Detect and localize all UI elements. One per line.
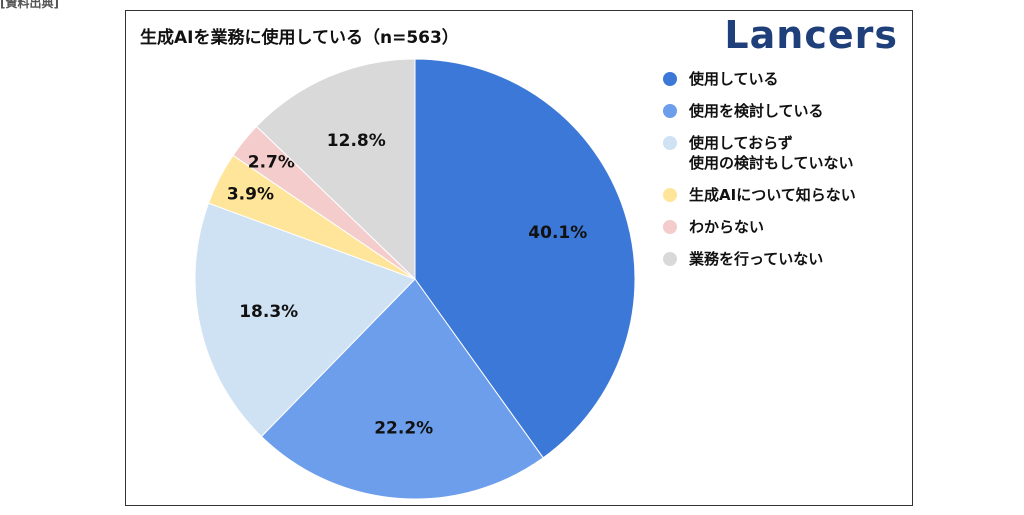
legend-swatch xyxy=(663,72,677,86)
legend-item-3: 生成AIについて知らない xyxy=(663,185,856,205)
legend-item-2: 使用しておらず 使用の検討もしていない xyxy=(663,133,856,173)
pie-chart: 40.1% 22.2% 18.3% 3.9% 2.7% 12.8% xyxy=(194,58,636,500)
slice-label-4: 2.7% xyxy=(248,152,295,172)
legend-item-0: 使用している xyxy=(663,69,856,89)
slice-label-5: 12.8% xyxy=(327,131,386,151)
slice-label-0: 40.1% xyxy=(528,223,587,243)
legend-swatch xyxy=(663,104,677,118)
legend-item-1: 使用を検討している xyxy=(663,101,856,121)
legend-swatch xyxy=(663,220,677,234)
corner-text: [資料出典] xyxy=(0,0,59,10)
slice-label-3: 3.9% xyxy=(227,184,274,204)
slice-label-1: 22.2% xyxy=(374,419,433,439)
pie-slice-2 xyxy=(194,202,416,438)
pie-slice-0 xyxy=(414,58,636,459)
chart-title: 生成AIを業務に使用している（n=563） xyxy=(140,28,459,48)
pie-slice-1 xyxy=(260,278,544,500)
legend-label: 使用しておらず 使用の検討もしていない xyxy=(689,134,854,172)
legend-item-4: わからない xyxy=(663,217,856,237)
legend-label: 生成AIについて知らない xyxy=(689,186,856,204)
brand-logo: Lancers xyxy=(724,13,898,57)
legend-label: 使用している xyxy=(689,70,779,88)
legend-swatch xyxy=(663,188,677,202)
legend-label: わからない xyxy=(689,218,765,236)
legend-swatch xyxy=(663,136,677,150)
slice-label-2: 18.3% xyxy=(239,302,298,322)
legend-item-5: 業務を行っていない xyxy=(663,249,856,269)
legend-label: 使用を検討している xyxy=(689,102,824,120)
legend-label: 業務を行っていない xyxy=(689,250,824,268)
legend-swatch xyxy=(663,252,677,266)
legend: 使用している使用を検討している使用しておらず 使用の検討もしていない生成AIにつ… xyxy=(663,69,856,281)
pie-slice-5 xyxy=(255,58,416,281)
chart-frame: 生成AIを業務に使用している（n=563） Lancers 40.1% 22.2%… xyxy=(125,10,913,506)
